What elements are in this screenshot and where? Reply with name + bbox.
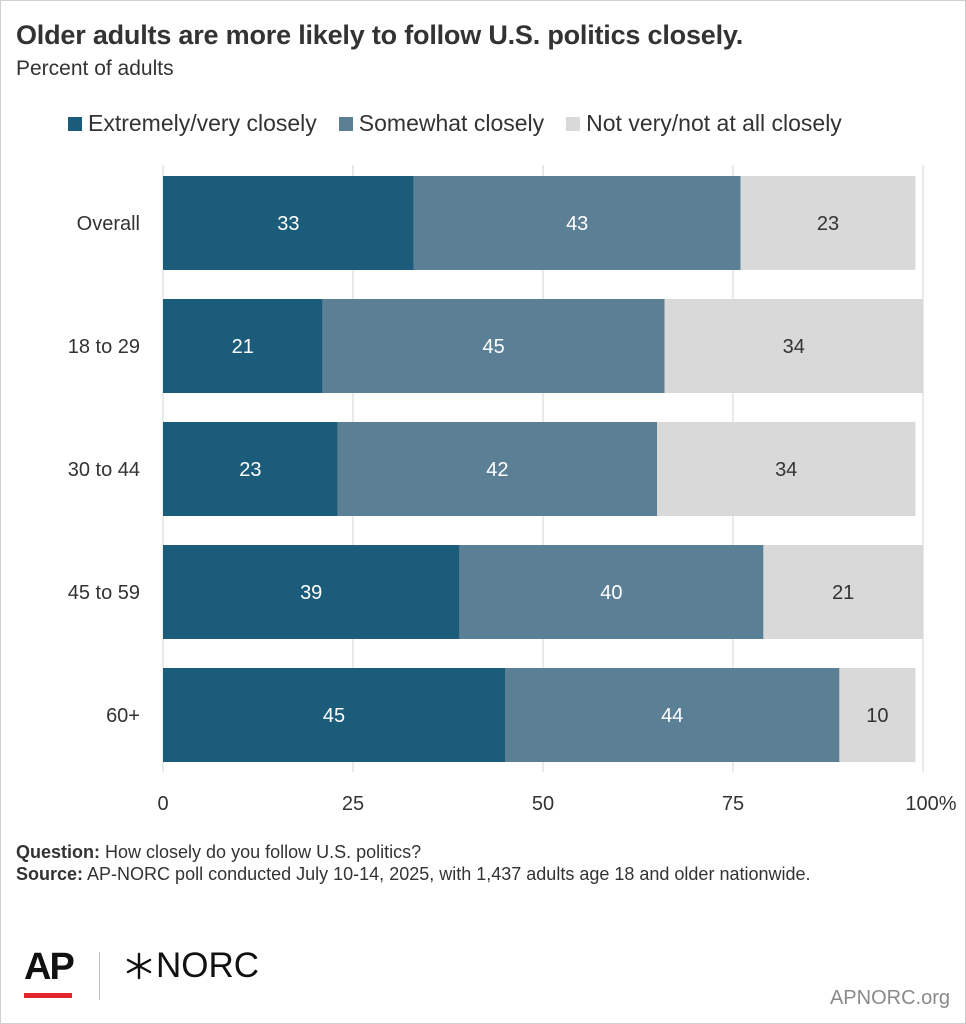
bar-3-2 (763, 545, 923, 639)
x-tick-label-4: 100% (905, 793, 956, 815)
data-label-4-0: 45 (323, 705, 345, 727)
bar-0-2 (740, 176, 916, 270)
bar-4-1 (505, 668, 840, 762)
data-label-1-1: 45 (482, 336, 504, 358)
data-label-2-2: 34 (775, 459, 797, 481)
chart-title: Older adults are more likely to follow U… (16, 20, 744, 50)
chart-legend: Extremely/very closely Somewhat closely … (68, 110, 864, 137)
bar-2-2 (657, 422, 916, 516)
data-label-1-2: 34 (783, 336, 805, 358)
chart-subtitle: Percent of adults (16, 57, 174, 80)
bar-1-1 (322, 299, 665, 393)
bar-2-0 (163, 422, 338, 516)
source-label: Source: (16, 864, 84, 884)
norc-logo-text: NORC (156, 946, 260, 985)
x-tick-label-3: 75 (722, 793, 744, 815)
chart-plot: 33 43 23 Overall 21 45 34 18 to 29 23 42 34 30 to 4… (68, 165, 957, 815)
data-label-2-1: 42 (486, 459, 508, 481)
bar-1-0 (163, 299, 323, 393)
data-label-3-0: 39 (300, 582, 322, 604)
data-label-3-1: 40 (600, 582, 622, 604)
norc-star-icon (126, 952, 152, 980)
bar-2-1 (337, 422, 657, 516)
data-label-0-2: 23 (817, 213, 839, 235)
ap-logo: AP (24, 946, 75, 988)
bar-3-0 (163, 545, 460, 639)
legend-label-somewhat: Somewhat closely (358, 110, 545, 136)
legend-swatch-extremely (68, 116, 82, 131)
data-label-2-0: 23 (239, 459, 261, 481)
logo-divider (99, 952, 100, 1000)
x-tick-label-1: 25 (342, 793, 364, 815)
bar-3-1 (459, 545, 764, 639)
legend-label-not-very: Not very/not at all closely (586, 110, 842, 136)
category-label-0: Overall (77, 213, 140, 235)
chart-footnote: Question: How closely do you follow U.S.… (16, 841, 916, 885)
bar-0-1 (413, 176, 741, 270)
question-text: How closely do you follow U.S. politics? (105, 842, 422, 862)
bar-4-2 (839, 668, 916, 762)
bar-1-2 (664, 299, 923, 393)
question-label: Question: (16, 842, 100, 862)
data-label-4-2: 10 (866, 705, 888, 727)
legend-label-extremely: Extremely/very closely (88, 110, 317, 136)
category-label-3: 45 to 59 (68, 582, 140, 604)
category-label-2: 30 to 44 (68, 459, 140, 481)
data-label-4-1: 44 (661, 705, 683, 727)
x-tick-label-2: 50 (532, 793, 554, 815)
legend-swatch-not-very (566, 116, 581, 131)
legend-swatch-somewhat (338, 116, 353, 131)
source-line: Source: AP-NORC poll conducted July 10-1… (16, 863, 916, 885)
x-tick-label-0: 0 (157, 793, 168, 815)
source-text: AP-NORC poll conducted July 10-14, 2025,… (87, 864, 811, 884)
category-label-4: 60+ (106, 705, 140, 727)
data-label-1-0: 21 (232, 336, 254, 358)
question-line: Question: How closely do you follow U.S.… (16, 841, 916, 863)
bar-4-0 (163, 668, 505, 762)
data-label-3-2: 21 (832, 582, 854, 604)
data-label-0-1: 43 (566, 213, 588, 235)
norc-logo: NORC (124, 946, 259, 986)
bar-0-0 (163, 176, 414, 270)
legend-item-extremely: Extremely/very closely (68, 110, 317, 137)
category-label-1: 18 to 29 (68, 336, 140, 358)
legend-item-somewhat: Somewhat closely (338, 110, 545, 137)
legend-item-not-very: Not very/not at all closely (566, 110, 842, 137)
ap-logo-underline (24, 993, 72, 998)
data-label-0-0: 33 (277, 213, 299, 235)
site-url: APNORC.org (829, 987, 950, 1009)
